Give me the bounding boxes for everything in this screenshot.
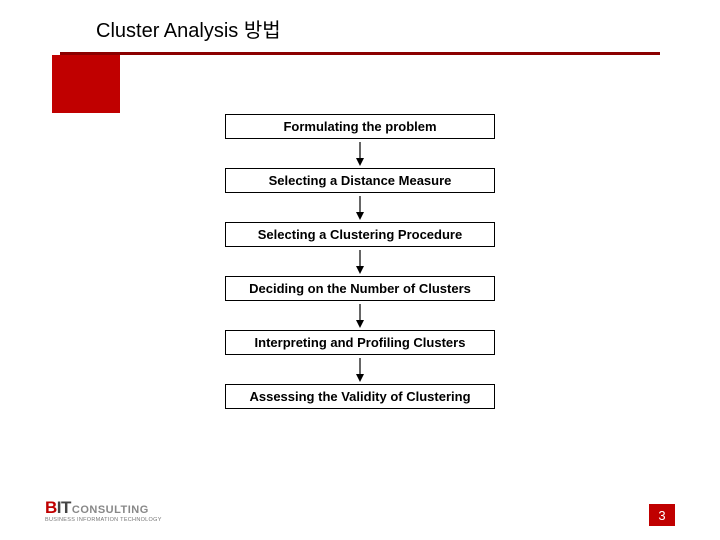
arrow-down-icon — [354, 358, 366, 382]
flow-arrow — [354, 355, 366, 384]
flow-arrow — [354, 301, 366, 330]
logo-subtitle: BUSINESS INFORMATION TECHNOLOGY — [45, 517, 162, 523]
arrow-down-icon — [354, 250, 366, 274]
flow-step: Selecting a Distance Measure — [225, 168, 495, 193]
flow-arrow — [354, 247, 366, 276]
page-title: Cluster Analysis 방법 — [96, 14, 720, 43]
logo-bit: BIT — [45, 498, 71, 518]
logo-main: BIT CONSULTING — [45, 498, 149, 518]
header-accent-block — [52, 55, 120, 113]
flow-arrow — [354, 193, 366, 222]
flow-step: Selecting a Clustering Procedure — [225, 222, 495, 247]
header: Cluster Analysis 방법 — [0, 0, 720, 43]
flowchart: Formulating the problem Selecting a Dist… — [0, 114, 720, 409]
arrow-down-icon — [354, 304, 366, 328]
page-number: 3 — [649, 504, 675, 526]
flow-step: Formulating the problem — [225, 114, 495, 139]
flow-step: Deciding on the Number of Clusters — [225, 276, 495, 301]
logo-consulting: CONSULTING — [72, 504, 149, 516]
slide: Cluster Analysis 방법 Formulating the prob… — [0, 0, 720, 540]
arrow-down-icon — [354, 196, 366, 220]
flow-step: Assessing the Validity of Clustering — [225, 384, 495, 409]
footer: BIT CONSULTING BUSINESS INFORMATION TECH… — [45, 498, 675, 528]
header-rule — [60, 52, 660, 55]
flow-step: Interpreting and Profiling Clusters — [225, 330, 495, 355]
arrow-down-icon — [354, 142, 366, 166]
flow-arrow — [354, 139, 366, 168]
logo: BIT CONSULTING BUSINESS INFORMATION TECH… — [45, 498, 675, 523]
